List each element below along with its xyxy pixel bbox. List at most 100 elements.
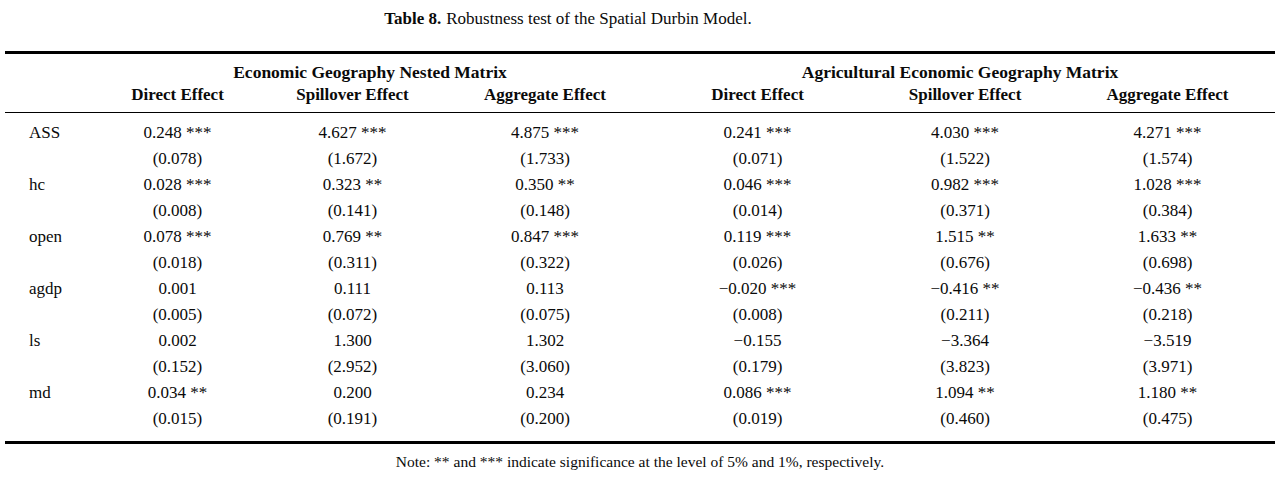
coefficient-cell: 1.633 ** bbox=[1060, 224, 1275, 250]
coefficient-cell: 0.002 bbox=[95, 328, 260, 354]
coefficient-cell: 0.769 ** bbox=[260, 224, 445, 250]
coefficient-row-open: open0.078 ***0.769 **0.847 ***0.119 ***1… bbox=[5, 224, 1275, 250]
std-error-cell: (0.191) bbox=[260, 406, 445, 443]
std-error-cell: (0.698) bbox=[1060, 250, 1275, 276]
variable-label: ASS bbox=[5, 113, 95, 147]
std-error-cell: (0.005) bbox=[95, 302, 260, 328]
std-error-cell: (0.676) bbox=[870, 250, 1060, 276]
column-header-spillover-effect-1: Spillover Effect bbox=[260, 84, 445, 113]
coefficient-cell: 0.111 bbox=[260, 276, 445, 302]
variable-label: md bbox=[5, 380, 95, 406]
std-error-cell: (1.522) bbox=[870, 146, 1060, 172]
std-error-row-ls: (0.152)(2.952)(3.060)(0.179)(3.823)(3.97… bbox=[5, 354, 1275, 380]
coefficient-cell: 0.323 ** bbox=[260, 172, 445, 198]
std-error-row-agdp: (0.005)(0.072)(0.075)(0.008)(0.211)(0.21… bbox=[5, 302, 1275, 328]
group-header-agricultural-economic-geography: Agricultural Economic Geography Matrix bbox=[645, 53, 1275, 85]
corner-cell bbox=[5, 84, 95, 113]
coefficient-cell: 1.300 bbox=[260, 328, 445, 354]
coefficient-cell: −0.436 ** bbox=[1060, 276, 1275, 302]
std-error-cell: (0.371) bbox=[870, 198, 1060, 224]
coefficient-cell: 0.847 *** bbox=[445, 224, 645, 250]
std-error-cell: (0.019) bbox=[645, 406, 870, 443]
variable-label: open bbox=[5, 224, 95, 250]
coefficient-cell: 0.028 *** bbox=[95, 172, 260, 198]
variable-label-spacer bbox=[5, 406, 95, 443]
coefficient-cell: 0.034 ** bbox=[95, 380, 260, 406]
variable-label-spacer bbox=[5, 198, 95, 224]
group-header-row: Economic Geography Nested Matrix Agricul… bbox=[5, 53, 1275, 85]
coefficient-cell: 0.234 bbox=[445, 380, 645, 406]
std-error-cell: (0.072) bbox=[260, 302, 445, 328]
coefficient-cell: 1.302 bbox=[445, 328, 645, 354]
coefficient-row-agdp: agdp0.0010.1110.113−0.020 ***−0.416 **−0… bbox=[5, 276, 1275, 302]
coefficient-cell: −0.020 *** bbox=[645, 276, 870, 302]
std-error-cell: (0.475) bbox=[1060, 406, 1275, 443]
variable-label: agdp bbox=[5, 276, 95, 302]
std-error-cell: (0.460) bbox=[870, 406, 1060, 443]
coefficient-cell: 1.094 ** bbox=[870, 380, 1060, 406]
std-error-cell: (0.078) bbox=[95, 146, 260, 172]
std-error-cell: (1.574) bbox=[1060, 146, 1275, 172]
std-error-cell: (0.218) bbox=[1060, 302, 1275, 328]
coefficient-cell: 1.028 *** bbox=[1060, 172, 1275, 198]
std-error-cell: (0.152) bbox=[95, 354, 260, 380]
std-error-cell: (0.148) bbox=[445, 198, 645, 224]
coefficient-cell: 0.119 *** bbox=[645, 224, 870, 250]
column-header-direct-effect-1: Direct Effect bbox=[95, 84, 260, 113]
coefficient-cell: 0.241 *** bbox=[645, 113, 870, 147]
variable-label-spacer bbox=[5, 354, 95, 380]
coefficient-cell: 4.875 *** bbox=[445, 113, 645, 147]
std-error-cell: (0.014) bbox=[645, 198, 870, 224]
std-error-cell: (0.322) bbox=[445, 250, 645, 276]
std-error-cell: (3.823) bbox=[870, 354, 1060, 380]
coefficient-cell: 0.078 *** bbox=[95, 224, 260, 250]
coefficient-cell: 0.046 *** bbox=[645, 172, 870, 198]
coefficient-cell: 4.271 *** bbox=[1060, 113, 1275, 147]
std-error-cell: (1.672) bbox=[260, 146, 445, 172]
std-error-row-hc: (0.008)(0.141)(0.148)(0.014)(0.371)(0.38… bbox=[5, 198, 1275, 224]
variable-label-spacer bbox=[5, 250, 95, 276]
group-header-economic-geography-nested: Economic Geography Nested Matrix bbox=[95, 53, 645, 85]
table-caption-text: Robustness test of the Spatial Durbin Mo… bbox=[446, 9, 752, 28]
std-error-cell: (0.311) bbox=[260, 250, 445, 276]
coefficient-cell: 0.982 *** bbox=[870, 172, 1060, 198]
variable-label: ls bbox=[5, 328, 95, 354]
std-error-cell: (3.060) bbox=[445, 354, 645, 380]
coefficient-cell: 1.515 ** bbox=[870, 224, 1060, 250]
std-error-cell: (0.211) bbox=[870, 302, 1060, 328]
coefficient-cell: 0.086 *** bbox=[645, 380, 870, 406]
coefficient-cell: 0.113 bbox=[445, 276, 645, 302]
std-error-cell: (0.179) bbox=[645, 354, 870, 380]
variable-label: hc bbox=[5, 172, 95, 198]
std-error-row-open: (0.018)(0.311)(0.322)(0.026)(0.676)(0.69… bbox=[5, 250, 1275, 276]
std-error-cell: (0.384) bbox=[1060, 198, 1275, 224]
variable-label-spacer bbox=[5, 146, 95, 172]
column-header-aggregate-effect-2: Aggregate Effect bbox=[1060, 84, 1275, 113]
table-note: Note: ** and *** indicate significance a… bbox=[0, 453, 1280, 471]
coefficient-cell: −3.364 bbox=[870, 328, 1060, 354]
std-error-cell: (0.008) bbox=[645, 302, 870, 328]
coefficient-cell: −0.416 ** bbox=[870, 276, 1060, 302]
table-caption-number: Table 8. bbox=[384, 9, 441, 28]
page: Table 8. Robustness test of the Spatial D… bbox=[0, 8, 1280, 484]
table-caption: Table 8. Robustness test of the Spatial D… bbox=[0, 8, 1136, 29]
std-error-cell: (0.141) bbox=[260, 198, 445, 224]
std-error-cell: (3.971) bbox=[1060, 354, 1275, 380]
std-error-cell: (0.026) bbox=[645, 250, 870, 276]
column-header-aggregate-effect-1: Aggregate Effect bbox=[445, 84, 645, 113]
variable-label-spacer bbox=[5, 302, 95, 328]
std-error-cell: (0.008) bbox=[95, 198, 260, 224]
std-error-cell: (0.075) bbox=[445, 302, 645, 328]
coefficient-cell: 0.350 ** bbox=[445, 172, 645, 198]
coefficient-row-hc: hc0.028 ***0.323 **0.350 **0.046 ***0.98… bbox=[5, 172, 1275, 198]
coefficient-cell: 0.200 bbox=[260, 380, 445, 406]
corner-cell bbox=[5, 53, 95, 85]
std-error-cell: (0.071) bbox=[645, 146, 870, 172]
std-error-row-md: (0.015)(0.191)(0.200)(0.019)(0.460)(0.47… bbox=[5, 406, 1275, 443]
coefficient-row-ls: ls0.0021.3001.302−0.155−3.364−3.519 bbox=[5, 328, 1275, 354]
column-header-row: Direct Effect Spillover Effect Aggregate… bbox=[5, 84, 1275, 113]
robustness-table: Economic Geography Nested Matrix Agricul… bbox=[5, 51, 1275, 444]
std-error-cell: (0.015) bbox=[95, 406, 260, 443]
column-header-direct-effect-2: Direct Effect bbox=[645, 84, 870, 113]
std-error-cell: (0.018) bbox=[95, 250, 260, 276]
